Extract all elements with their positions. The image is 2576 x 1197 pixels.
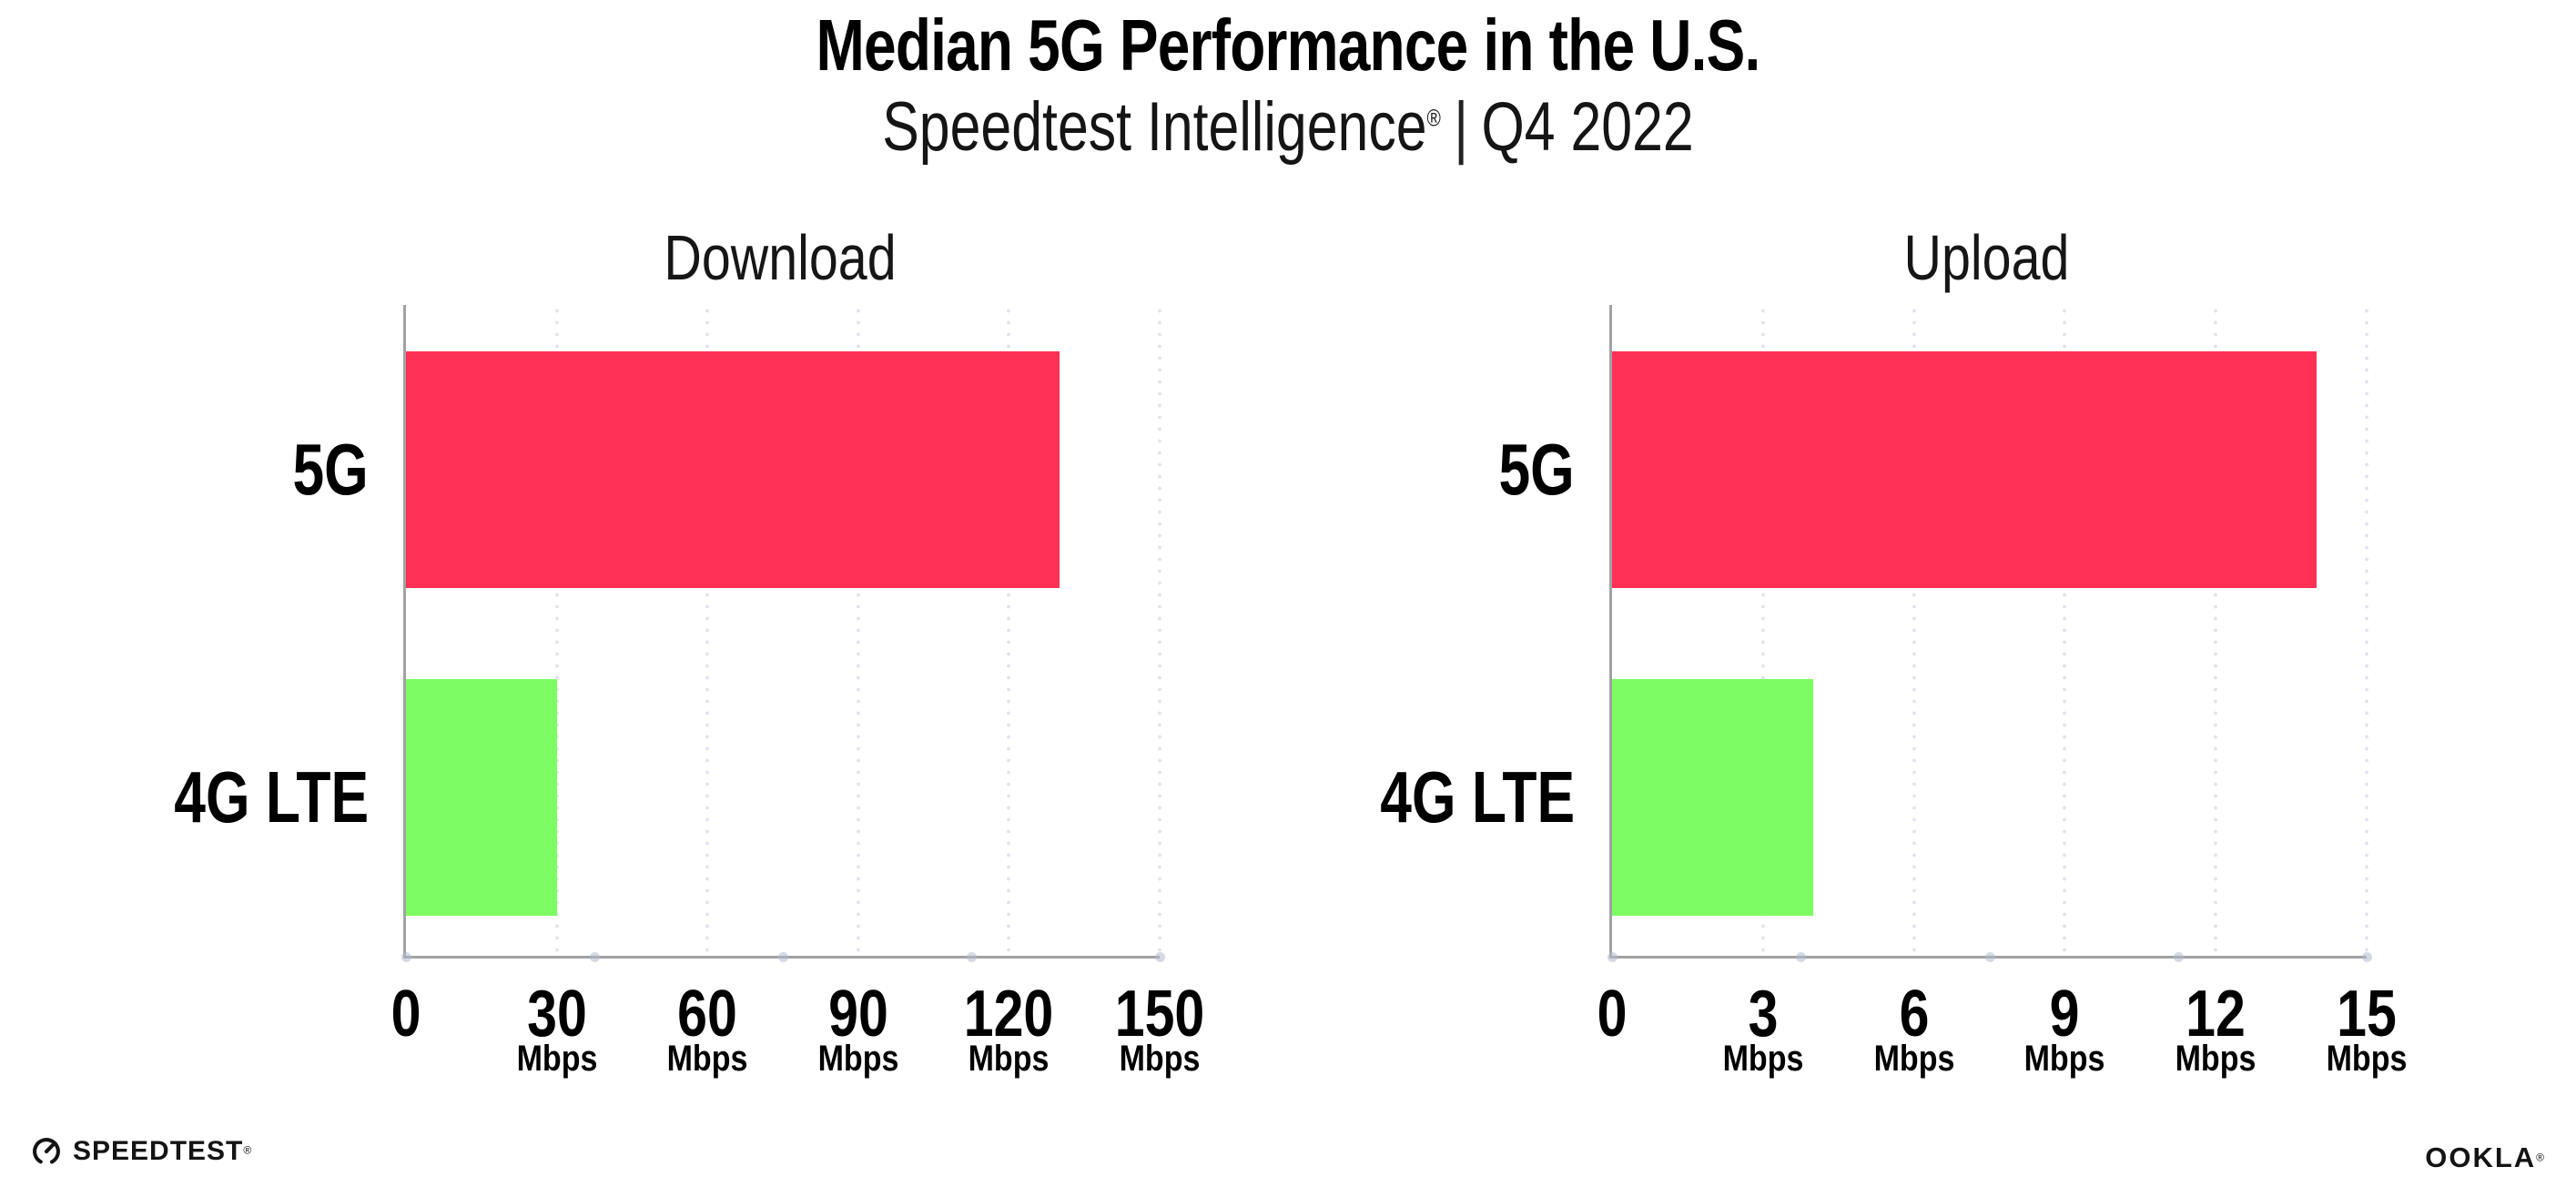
y-category-label: 5G [292, 429, 369, 510]
axis-quarter-dot [590, 952, 600, 962]
x-tick-unit-label: Mbps [1119, 1039, 1201, 1079]
x-tick-unit-label: Mbps [969, 1039, 1050, 1079]
x-tick-label: 9 [2049, 978, 2080, 1050]
gridline [1158, 305, 1161, 956]
speedtest-label: SPEEDTEST [73, 1136, 244, 1166]
chart-title-download: Download [664, 222, 897, 293]
axis-quarter-dot [1607, 952, 1618, 962]
speedtest-logo: SPEEDTEST® [31, 1136, 251, 1167]
x-tick-label: 150 [1114, 978, 1205, 1050]
ookla-registered-mark: ® [2536, 1151, 2544, 1164]
x-tick-unit-label: Mbps [2326, 1039, 2408, 1079]
x-tick-label: 6 [1899, 978, 1930, 1050]
subtitle-brand: Speedtest Intelligence [882, 88, 1427, 166]
x-tick-label: 90 [827, 978, 888, 1050]
gridline [554, 305, 559, 956]
bar-5g [406, 351, 1060, 588]
axis-quarter-dot [401, 952, 411, 962]
speedtest-wordmark: SPEEDTEST® [73, 1136, 251, 1167]
axis-quarter-dot [1984, 952, 1995, 962]
axis-quarter-dot [2362, 952, 2372, 962]
bar-5g [1612, 351, 2317, 588]
axis-quarter-dot [967, 952, 977, 962]
page-subtitle: Speedtest Intelligence® | Q4 2022 [258, 91, 2318, 164]
page-title: Median 5G Performance in the U.S. [816, 5, 1761, 86]
gridline [705, 305, 710, 956]
gridline [1007, 305, 1011, 956]
x-tick-unit-label: Mbps [666, 1039, 748, 1079]
bar-4g-lte [1612, 679, 1814, 916]
gridline [2365, 305, 2368, 956]
x-tick-unit-label: Mbps [1722, 1039, 1804, 1079]
axis-quarter-dot [1796, 952, 1807, 962]
x-tick-unit-label: Mbps [2024, 1039, 2105, 1079]
gridline [856, 305, 860, 956]
x-tick-unit-label: Mbps [516, 1039, 597, 1079]
chart-title-upload: Upload [1903, 222, 2070, 293]
x-tick-label: 0 [390, 978, 421, 1050]
x-tick-label: 30 [526, 978, 587, 1050]
y-category-label: 5G [1498, 429, 1575, 510]
x-tick-label: 120 [964, 978, 1054, 1050]
y-category-label: 4G LTE [1380, 756, 1575, 837]
subtitle-quarter: Q4 2022 [1481, 88, 1694, 166]
y-category-label: 4G LTE [174, 756, 369, 837]
x-tick-unit-label: Mbps [2175, 1039, 2257, 1079]
speedtest-registered-mark: ® [243, 1143, 252, 1157]
x-tick-label: 60 [677, 978, 738, 1050]
x-tick-unit-label: Mbps [817, 1039, 899, 1079]
gridline [2214, 305, 2218, 956]
bar-4g-lte [406, 679, 557, 916]
x-tick-label: 3 [1748, 978, 1779, 1050]
axis-quarter-dot [1155, 952, 1165, 962]
axis-quarter-dot [778, 952, 788, 962]
x-tick-unit-label: Mbps [1873, 1039, 1954, 1079]
ookla-logo: OOKLA® [2425, 1141, 2544, 1174]
x-tick-label: 12 [2186, 978, 2246, 1050]
gridline [1760, 305, 1765, 956]
speedtest-gauge-icon [31, 1136, 62, 1167]
gridline [2063, 305, 2067, 956]
subtitle-divider: | [1454, 88, 1469, 166]
x-tick-label: 0 [1597, 978, 1628, 1050]
upload-chart-plot: 0 3 Mbps 6 Mbps 9 Mbps 12 Mbps 15 Mbps 5G 4G LTE [1380, 305, 2407, 1077]
registered-mark: ® [1426, 104, 1441, 132]
axis-quarter-dot [2173, 952, 2184, 962]
gridline [1912, 305, 1916, 956]
x-tick-label: 15 [2337, 978, 2397, 1050]
download-chart-plot: 0 30 Mbps 60 Mbps 90 Mbps 120 Mbps 150 Mbps 5G 4G LT… [174, 305, 1204, 1077]
ookla-label: OOKLA [2425, 1141, 2537, 1173]
